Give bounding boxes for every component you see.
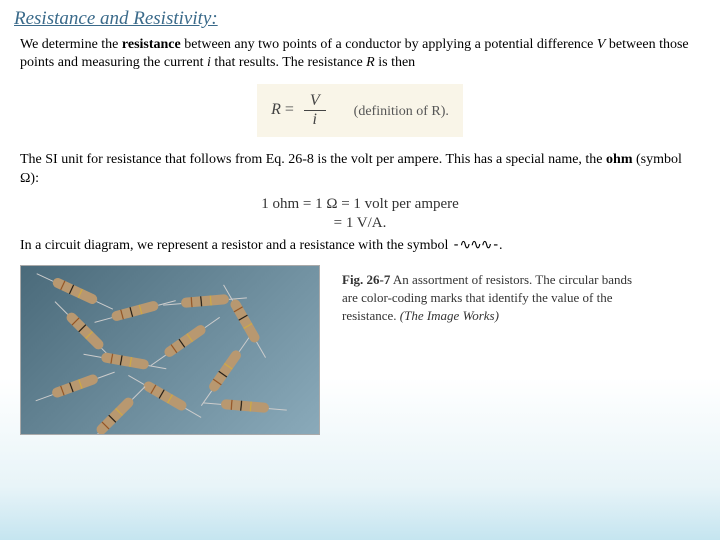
fraction: V i <box>304 92 326 129</box>
lhs: R <box>271 102 281 119</box>
text: between any two points of a conductor by… <box>181 37 597 52</box>
var-R: R <box>366 55 375 70</box>
formula-definition-R: R = V i (definition of R). <box>0 80 720 141</box>
text: We determine the <box>20 37 122 52</box>
definition-label: (definition of R). <box>354 104 449 119</box>
text: The SI unit for resistance that follows … <box>20 152 606 167</box>
formula-box: R = V i (definition of R). <box>257 84 463 137</box>
eq: = <box>285 102 294 119</box>
paragraph-1: We determine the resistance between any … <box>0 34 720 78</box>
page-title: Resistance and Resistivity: <box>0 0 720 34</box>
text: In a circuit diagram, we represent a res… <box>20 238 452 253</box>
term-ohm: ohm <box>606 152 632 167</box>
figure-label: Fig. 26-7 <box>342 272 390 287</box>
paragraph-3: In a circuit diagram, we represent a res… <box>0 234 720 261</box>
ohm-equation-2: = 1 V/A. <box>0 215 720 232</box>
figure-row: Fig. 26-7 An assortment of resistors. Th… <box>0 261 720 435</box>
caption-source: (The Image Works) <box>400 308 499 323</box>
numerator: V <box>304 92 326 111</box>
figure-caption: Fig. 26-7 An assortment of resistors. Th… <box>338 265 638 332</box>
denominator: i <box>304 111 326 129</box>
text: . <box>499 238 503 253</box>
text: that results. The resistance <box>211 55 366 70</box>
term-resistance: resistance <box>122 37 181 52</box>
ohm-equation-1: 1 ohm = 1 Ω = 1 volt per ampere <box>0 196 720 213</box>
resistors-photo <box>20 265 320 435</box>
text: is then <box>375 55 415 70</box>
paragraph-2: The SI unit for resistance that follows … <box>0 149 720 193</box>
resistor-symbol-icon: -∿∿∿- <box>452 236 499 254</box>
